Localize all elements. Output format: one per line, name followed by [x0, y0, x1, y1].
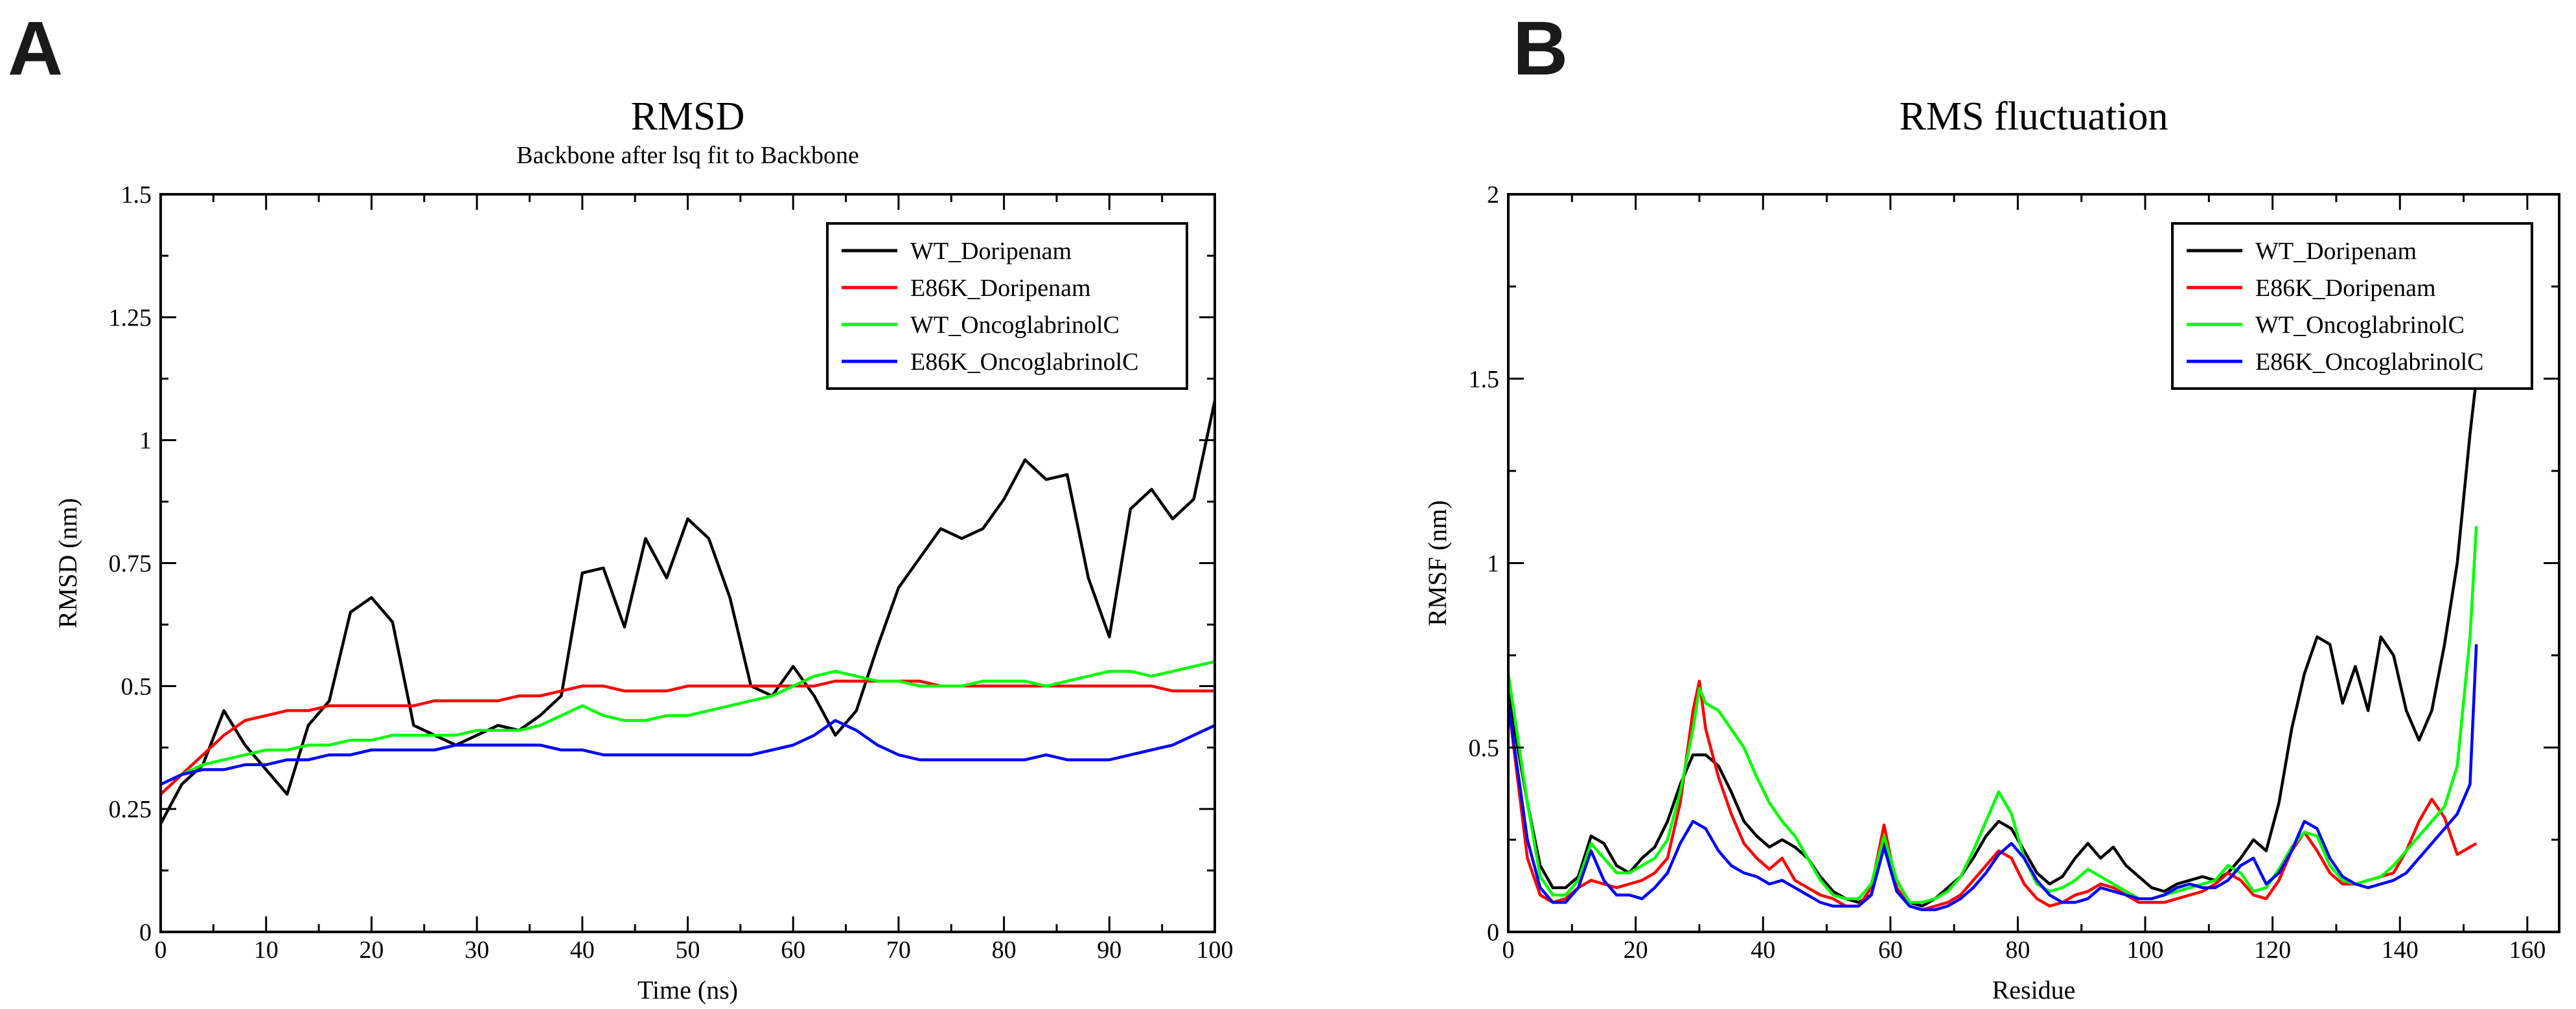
x-tick-label: 80 [992, 936, 1017, 964]
series-line-wt-doripenam [161, 400, 1215, 824]
series-line-wt-oncoglabrinolc [1508, 526, 2478, 904]
x-tick-label: 80 [2005, 936, 2030, 964]
x-tick-label: 60 [781, 936, 805, 964]
series-line-e86k-oncoglabrinolc [161, 719, 1215, 786]
x-tick-label: 30 [465, 936, 489, 964]
legend-label: E86K_Doripenam [2255, 275, 2436, 302]
x-tick-label: 140 [2382, 936, 2419, 964]
legend-label: E86K_Doripenam [910, 275, 1091, 302]
panel-letter: B [1513, 6, 1568, 91]
y-tick-label: 0 [1487, 919, 1499, 946]
x-tick-label: 40 [570, 936, 595, 964]
y-tick-label: 0.5 [121, 673, 152, 700]
x-tick-label: 100 [1197, 936, 1234, 964]
legend-label: WT_Doripenam [2255, 238, 2417, 265]
y-axis-label: RMSF (nm) [1423, 500, 1452, 626]
x-tick-label: 120 [2254, 936, 2291, 964]
legend-label: E86K_OncoglabrinolC [910, 348, 1139, 376]
x-tick-label: 20 [359, 936, 384, 964]
legend-label: E86K_OncoglabrinolC [2255, 348, 2484, 376]
series-group [161, 400, 1215, 824]
x-tick-label: 160 [2509, 936, 2546, 964]
legend-label: WT_OncoglabrinolC [2255, 312, 2465, 339]
x-axis-label: Time (ns) [638, 975, 738, 1004]
x-axis-label: Residue [1992, 975, 2076, 1004]
x-tick-label: 40 [1751, 936, 1775, 964]
legend: WT_Doripenam E86K_Doripenam WT_Oncoglabrin… [2171, 222, 2533, 390]
y-tick-label: 0.75 [109, 550, 152, 578]
series-line-e86k-doripenam [1508, 679, 2478, 912]
chart-title: RMS fluctuation [1899, 95, 2168, 139]
y-tick-label: 1 [139, 427, 152, 455]
series-line-e86k-oncoglabrinolc [1508, 644, 2478, 912]
y-tick-label: 0.5 [1469, 734, 1500, 762]
x-tick-label: 90 [1097, 936, 1121, 964]
y-tick-label: 1.25 [109, 304, 152, 332]
series-line-wt-oncoglabrinolc [161, 660, 1215, 786]
chart-subtitle: Backbone after lsq fit to Backbone [516, 142, 859, 169]
y-tick-label: 2 [1487, 181, 1499, 209]
y-tick-label: 0.25 [109, 796, 152, 823]
x-tick-label: 60 [1878, 936, 1903, 964]
y-tick-label: 1.5 [1469, 366, 1500, 393]
x-tick-label: 0 [155, 936, 167, 964]
panel-letter: A [8, 6, 63, 91]
y-tick-label: 1.5 [121, 181, 152, 209]
series-line-wt-doripenam [1508, 378, 2478, 908]
x-tick-label: 0 [1502, 936, 1515, 964]
y-tick-label: 0 [139, 919, 152, 946]
x-tick-label: 100 [2127, 936, 2164, 964]
y-tick-label: 1 [1487, 550, 1499, 578]
x-tick-label: 50 [676, 936, 700, 964]
x-tick-label: 20 [1624, 936, 1648, 964]
panel-b-rmsf-chart: B RMS fluctuation 0 20 40 60 80 100 120 140 160 0 0.… [1423, 6, 2560, 1004]
panel-a-rmsd-chart: A RMSD Backbone after lsq fit to Backbone 0… [8, 6, 1234, 1004]
series-line-e86k-doripenam [161, 679, 1215, 796]
y-axis-label: RMSD (nm) [53, 498, 82, 628]
legend: WT_Doripenam E86K_Doripenam WT_Oncoglabrin… [826, 222, 1188, 390]
x-tick-label: 10 [254, 936, 279, 964]
chart-title: RMSD [631, 95, 745, 139]
x-tick-label: 70 [886, 936, 911, 964]
series-group [1508, 378, 2478, 912]
legend-label: WT_Doripenam [910, 238, 1072, 265]
legend-label: WT_OncoglabrinolC [910, 312, 1120, 339]
